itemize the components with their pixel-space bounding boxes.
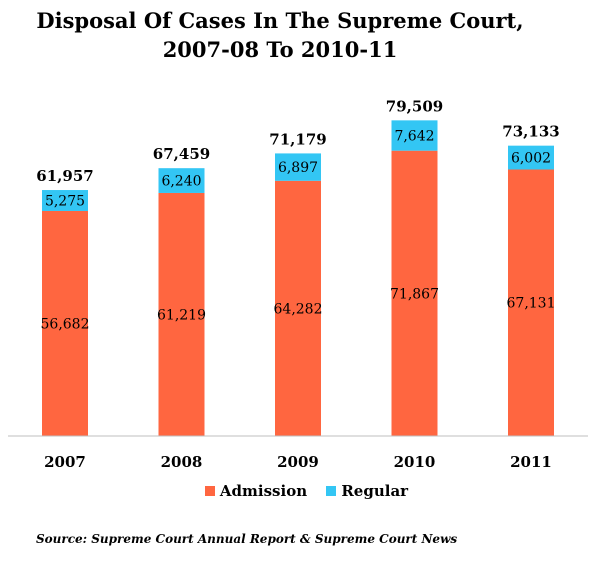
x-tick-label-2008: 2008 [161, 453, 203, 471]
chart-title: Disposal Of Cases In The Supreme Court, … [0, 6, 560, 64]
total-label-2010: 79,509 [386, 97, 443, 115]
bar-admission-2009 [275, 180, 321, 436]
bar-regular-2009 [275, 153, 321, 181]
bar-regular-2008 [158, 168, 205, 193]
data-label-regular-2007: 5,275 [45, 194, 85, 210]
data-label-regular-2009: 6,897 [278, 160, 318, 176]
chart-title-line-2: 2007-08 To 2010-11 [162, 37, 398, 62]
legend-label-regular: Regular [341, 482, 409, 500]
bar-admission-2007 [42, 210, 88, 436]
bar-regular-2011 [508, 145, 554, 170]
x-tick-label-2011: 2011 [510, 453, 552, 471]
data-label-admission-2009: 64,282 [274, 301, 323, 317]
data-label-regular-2010: 7,642 [394, 129, 434, 145]
bar-regular-2010 [391, 120, 438, 151]
x-tick-label-2009: 2009 [277, 453, 319, 471]
legend-item-regular: Regular [326, 482, 408, 500]
data-label-regular-2008: 6,240 [161, 174, 201, 190]
total-label-2009: 71,179 [269, 130, 326, 148]
legend-swatch-regular [326, 486, 337, 496]
x-tick-label-2007: 2007 [44, 453, 86, 471]
data-label-admission-2011: 67,131 [507, 296, 556, 312]
chart-title-line-1: Disposal Of Cases In The Supreme Court, [36, 8, 524, 33]
data-label-regular-2011: 6,002 [511, 151, 551, 167]
legend-label-admission: Admission [219, 482, 308, 500]
bar-admission-2011 [508, 169, 554, 436]
legend: Admission Regular [0, 482, 613, 500]
total-label-2008: 67,459 [153, 145, 210, 163]
bar-admission-2010 [391, 150, 438, 437]
data-label-admission-2010: 71,867 [390, 286, 439, 302]
bar-regular-2007 [42, 190, 88, 211]
total-label-2007: 61,957 [36, 167, 93, 185]
legend-item-admission: Admission [204, 482, 308, 500]
data-label-admission-2007: 56,682 [41, 316, 90, 332]
data-label-admission-2008: 61,219 [157, 307, 206, 323]
total-label-2011: 73,133 [502, 123, 559, 141]
source-note: Source: Supreme Court Annual Report & Su… [36, 532, 458, 546]
bar-admission-2008 [158, 192, 205, 436]
legend-swatch-admission [204, 486, 215, 496]
x-tick-label-2010: 2010 [394, 453, 436, 471]
